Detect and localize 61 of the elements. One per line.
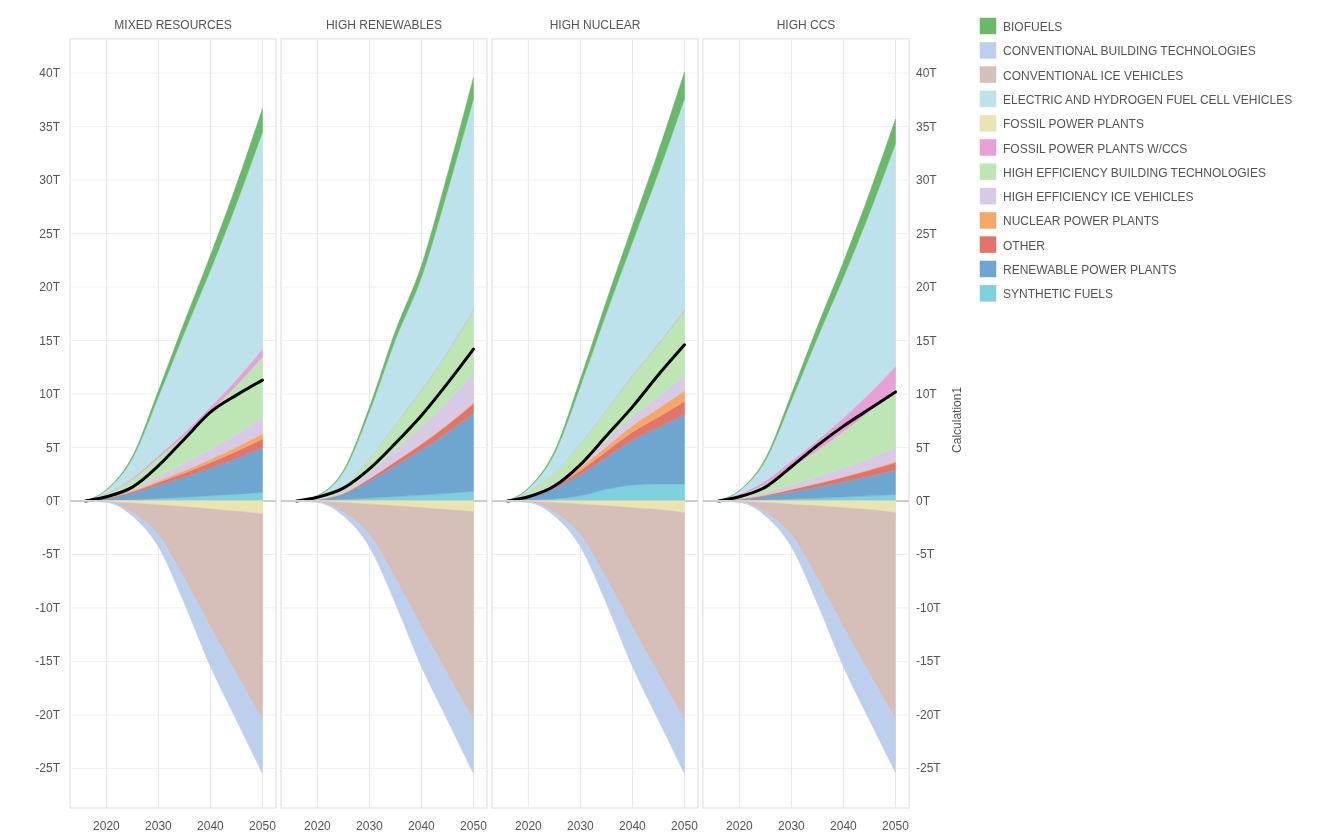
y-tick-label: 35T <box>916 119 938 134</box>
y-tick-label: 25T <box>39 226 61 241</box>
legend-label: FOSSIL POWER PLANTS <box>1003 117 1144 132</box>
x-tick-label: 2040 <box>408 819 436 833</box>
y-tick-label: 5T <box>45 440 61 455</box>
y-tick-label: 10T <box>39 387 61 402</box>
x-tick-label: 2050 <box>671 819 699 833</box>
y-tick-label: -15T <box>35 654 61 669</box>
legend-label: HIGH EFFICIENCY ICE VEHICLES <box>1003 190 1194 205</box>
chart-title: HIGH CCS <box>776 18 836 32</box>
x-tick-label: 2050 <box>249 819 277 833</box>
x-tick-label: 2020 <box>726 819 754 833</box>
y-tick-label: -20T <box>916 707 942 722</box>
y-tick-label: 35T <box>39 119 61 134</box>
legend-label: OTHER <box>1003 238 1046 253</box>
y-tick-label: 40T <box>916 66 938 81</box>
y-tick-label: 15T <box>916 333 938 348</box>
x-tick-label: 2050 <box>882 819 910 833</box>
x-tick-label: 2040 <box>830 819 858 833</box>
x-tick-label: 2050 <box>460 819 488 833</box>
y-tick-label: -20T <box>35 707 61 722</box>
y-tick-label: 0T <box>45 494 61 508</box>
chart-title: MIXED RESOURCES <box>114 18 232 32</box>
y-tick-label: 20T <box>916 280 938 295</box>
y-tick-label: -15T <box>916 654 942 669</box>
y-tick-label: -25T <box>35 761 61 776</box>
y-tick-label: -5T <box>916 547 935 562</box>
x-tick-label: 2040 <box>197 819 225 833</box>
legend-label: ELECTRIC AND HYDROGEN FUEL CELL VEHICLES <box>1003 92 1293 107</box>
x-tick-label: 2040 <box>619 819 647 833</box>
y-tick-label: 15T <box>39 333 61 348</box>
y-tick-label: 30T <box>916 173 938 188</box>
legend-label: NUCLEAR POWER PLANTS <box>1003 214 1160 229</box>
y-tick-label: 40T <box>39 66 61 81</box>
x-tick-label: 2030 <box>567 819 595 833</box>
chart-title: HIGH NUCLEAR <box>549 18 641 32</box>
y-tick-label: -5T <box>42 547 61 562</box>
y-tick-label: 0T <box>916 494 931 508</box>
y-tick-label: 20T <box>39 280 61 295</box>
legend-label: HIGH EFFICIENCY BUILDING TECHNOLOGIES <box>1003 165 1266 180</box>
y-tick-label: -10T <box>35 600 61 615</box>
legend-label: FOSSIL POWER PLANTS W/CCS <box>1003 141 1188 156</box>
y-tick-label: 5T <box>916 440 931 455</box>
x-tick-label: 2030 <box>778 819 806 833</box>
legend-label: SYNTHETIC FUELS <box>1003 287 1114 302</box>
y-tick-label: 30T <box>39 173 61 188</box>
x-tick-label: 2030 <box>356 819 384 833</box>
legend-label: BIOFUELS <box>1003 20 1063 34</box>
y-tick-label: 10T <box>916 387 938 402</box>
y-tick-label: 25T <box>916 226 938 241</box>
legend-label: RENEWABLE POWER PLANTS <box>1003 263 1177 277</box>
legend-label: CONVENTIONAL BUILDING TECHNOLOGIES <box>1003 44 1256 59</box>
x-tick-label: 2020 <box>93 819 121 833</box>
x-tick-label: 2020 <box>515 819 543 833</box>
y-axis-title: Calculation1 <box>950 386 964 453</box>
chart-title: HIGH RENEWABLES <box>325 18 443 32</box>
x-tick-label: 2020 <box>304 819 332 833</box>
legend-label: CONVENTIONAL ICE VEHICLES <box>1003 68 1184 83</box>
y-tick-label: -25T <box>916 761 942 776</box>
y-tick-label: -10T <box>916 600 942 615</box>
x-tick-label: 2030 <box>145 819 173 833</box>
